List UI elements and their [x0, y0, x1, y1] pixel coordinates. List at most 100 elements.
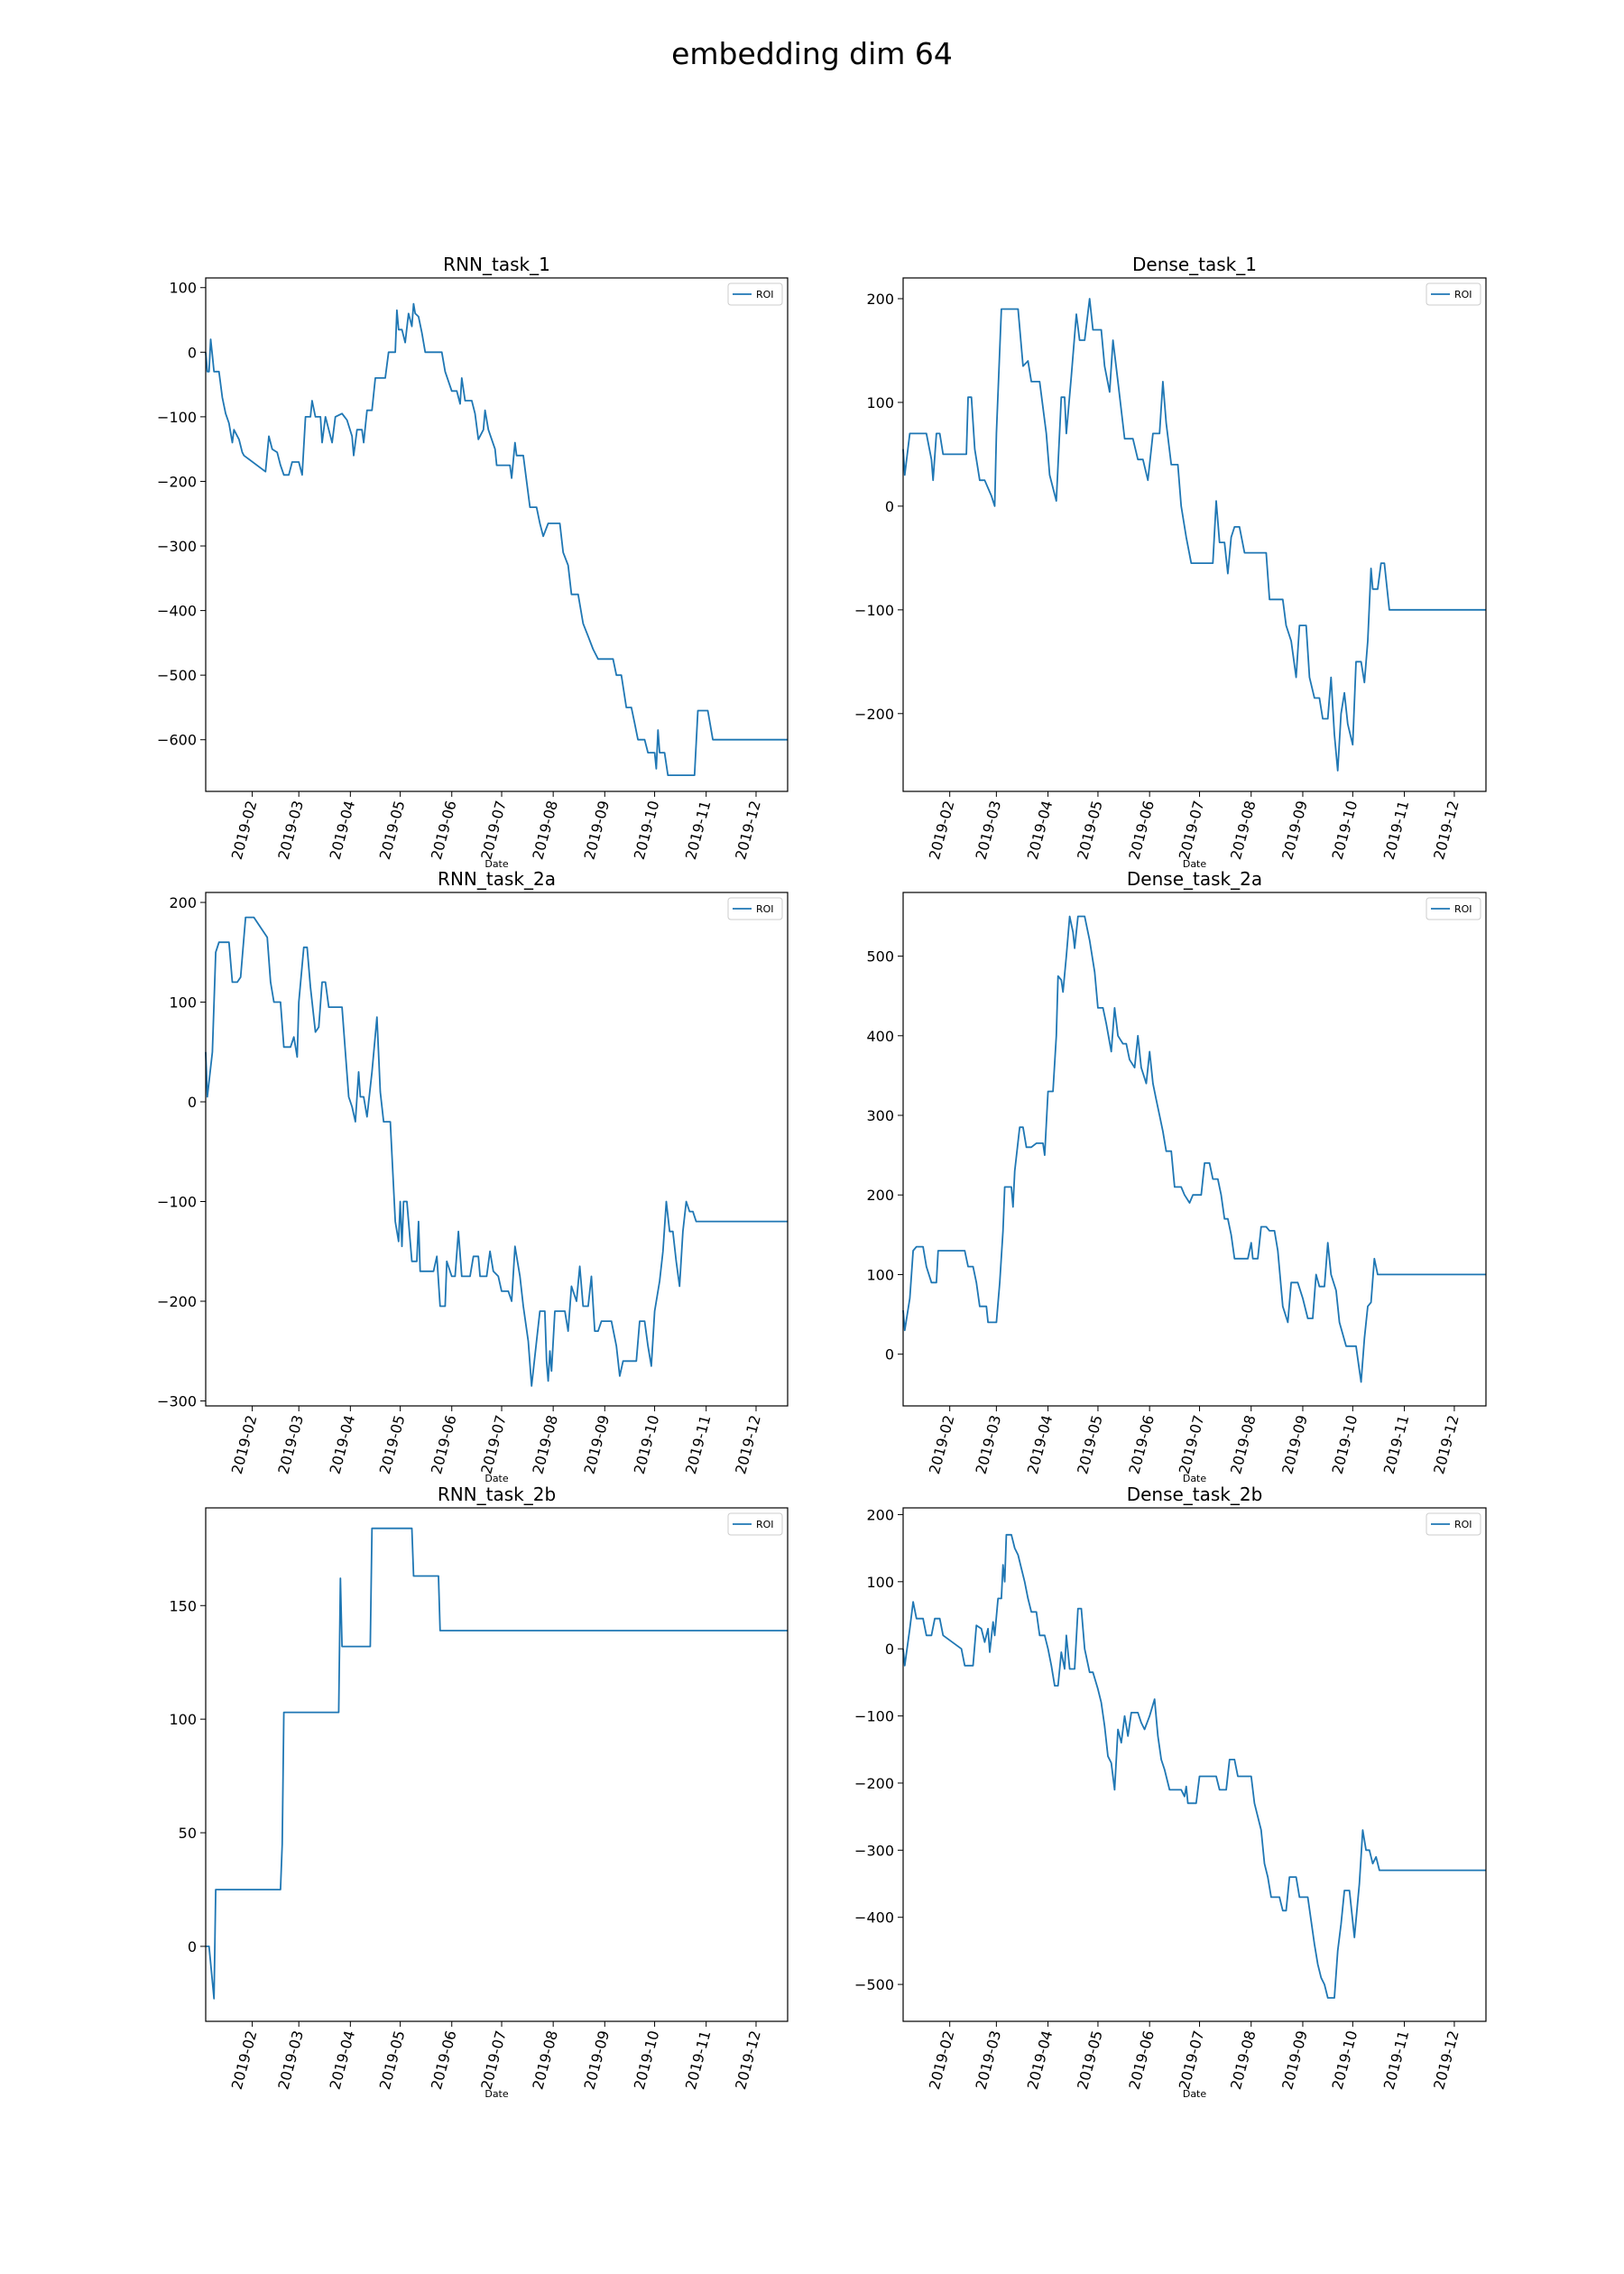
y-tick-label: 200 — [866, 291, 894, 308]
axes-frame — [902, 277, 1487, 792]
y-tick-label: 500 — [866, 948, 894, 966]
x-tick-label: 2019-12 — [732, 1413, 764, 1475]
x-tick-label: 2019-11 — [1380, 799, 1413, 861]
y-tick-label: 100 — [169, 280, 197, 297]
x-tick-label: 2019-07 — [477, 799, 510, 861]
x-tick-label: 2019-03 — [274, 799, 307, 861]
legend-box — [1426, 897, 1481, 920]
legend-box — [727, 897, 783, 920]
x-tick-label: 2019-02 — [228, 2029, 261, 2091]
x-tick-label: 2019-09 — [1278, 799, 1311, 861]
x-tick-label: 2019-09 — [580, 799, 613, 861]
x-axis-label: Date — [1183, 2088, 1207, 2100]
x-tick-label: 2019-02 — [926, 1413, 958, 1475]
subplot-title: Dense_task_2a — [1127, 868, 1262, 890]
subplot-0: RNN_task_1 100 0 −100 −200 −300 −400 −500 −600 20… — [157, 254, 789, 870]
subplot-5: Dense_task_2b 200 100 0 −100 −200 −300 −400 −500… — [854, 1484, 1487, 2100]
x-tick-label: 2019-11 — [682, 799, 715, 861]
x-tick-label: 2019-10 — [1329, 1413, 1361, 1475]
legend-label: ROI — [756, 903, 774, 915]
y-tick-label: 300 — [866, 1107, 894, 1124]
x-tick-label: 2019-05 — [376, 799, 409, 861]
x-tick-label: 2019-08 — [1227, 2029, 1260, 2091]
legend-box — [727, 282, 783, 306]
x-tick-label: 2019-11 — [1380, 2029, 1413, 2091]
x-tick-label: 2019-09 — [1278, 1413, 1311, 1475]
series-line-1-0 — [902, 298, 1486, 772]
x-tick-label: 2019-12 — [1430, 2029, 1463, 2091]
x-tick-label: 2019-05 — [1074, 799, 1106, 861]
subplot-title: Dense_task_2b — [1127, 1484, 1263, 1505]
y-tick-label: −200 — [854, 1775, 894, 1792]
y-tick-label: −400 — [854, 1909, 894, 1927]
x-tick-label: 2019-06 — [428, 799, 460, 861]
y-tick-label: −100 — [157, 409, 197, 426]
x-tick-label: 2019-11 — [682, 2029, 715, 2091]
x-tick-label: 2019-05 — [376, 2029, 409, 2091]
subplot-2: RNN_task_2a 200 100 0 −100 −200 −300 2019-02 201… — [157, 868, 789, 1484]
x-tick-label: 2019-08 — [529, 799, 561, 861]
y-tick-label: 100 — [866, 1574, 894, 1591]
y-tick-label: −300 — [157, 538, 197, 555]
x-tick-label: 2019-11 — [682, 1413, 715, 1475]
legend-label: ROI — [756, 1519, 774, 1530]
series-line-0-0 — [205, 302, 788, 776]
axes-frame — [205, 1507, 789, 2022]
subplot-3: Dense_task_2a 500 400 300 200 100 0 2019-02 2019… — [866, 868, 1487, 1484]
x-tick-label: 2019-06 — [428, 2029, 460, 2091]
y-tick-label: −300 — [157, 1392, 197, 1410]
x-tick-label: 2019-10 — [1329, 2029, 1361, 2091]
legend-label: ROI — [1454, 903, 1472, 915]
legend-label: ROI — [1454, 1519, 1472, 1530]
x-tick-label: 2019-04 — [327, 799, 359, 861]
x-tick-label: 2019-08 — [1227, 1413, 1260, 1475]
series-line-2-0 — [205, 916, 788, 1387]
x-tick-label: 2019-10 — [1329, 799, 1361, 861]
y-tick-label: −400 — [157, 603, 197, 620]
x-tick-label: 2019-10 — [631, 2029, 663, 2091]
y-tick-label: −100 — [854, 602, 894, 619]
subplot-title: RNN_task_2a — [438, 868, 556, 890]
x-tick-label: 2019-10 — [631, 1413, 663, 1475]
legend-box — [1426, 282, 1481, 306]
x-tick-label: 2019-07 — [477, 2029, 510, 2091]
legend-box — [1426, 1512, 1481, 1536]
y-tick-label: 100 — [169, 994, 197, 1012]
subplot-title: RNN_task_2b — [438, 1484, 556, 1505]
x-axis-label: Date — [1183, 858, 1207, 870]
axes-frame — [205, 892, 789, 1407]
x-tick-label: 2019-07 — [1176, 799, 1208, 861]
y-tick-label: 150 — [169, 1597, 197, 1614]
x-tick-label: 2019-07 — [477, 1413, 510, 1475]
x-tick-label: 2019-03 — [274, 2029, 307, 2091]
x-tick-label: 2019-02 — [228, 799, 261, 861]
x-tick-label: 2019-12 — [1430, 1413, 1463, 1475]
y-tick-label: −600 — [157, 732, 197, 749]
x-tick-label: 2019-09 — [580, 2029, 613, 2091]
x-tick-label: 2019-03 — [973, 799, 1005, 861]
y-tick-label: 0 — [885, 1346, 894, 1363]
legend-label: ROI — [756, 289, 774, 300]
y-tick-label: 0 — [188, 344, 197, 361]
y-tick-label: −200 — [157, 1293, 197, 1310]
series-line-3-0 — [902, 915, 1486, 1383]
x-tick-label: 2019-04 — [1024, 799, 1057, 861]
y-tick-label: 400 — [866, 1028, 894, 1045]
axes-frame — [205, 277, 789, 792]
x-tick-label: 2019-08 — [529, 2029, 561, 2091]
legend-label: ROI — [1454, 289, 1472, 300]
x-tick-label: 2019-11 — [1380, 1413, 1413, 1475]
x-tick-label: 2019-08 — [1227, 799, 1260, 861]
y-tick-label: −200 — [854, 706, 894, 723]
y-tick-label: −500 — [854, 1976, 894, 1993]
y-tick-label: 200 — [169, 894, 197, 911]
x-tick-label: 2019-09 — [580, 1413, 613, 1475]
y-tick-label: −200 — [157, 473, 197, 490]
x-tick-label: 2019-07 — [1176, 1413, 1208, 1475]
y-tick-label: 200 — [866, 1506, 894, 1523]
series-line-5-0 — [902, 1533, 1486, 1999]
x-tick-label: 2019-08 — [529, 1413, 561, 1475]
x-tick-label: 2019-06 — [428, 1413, 460, 1475]
axes-frame — [902, 1507, 1487, 2022]
